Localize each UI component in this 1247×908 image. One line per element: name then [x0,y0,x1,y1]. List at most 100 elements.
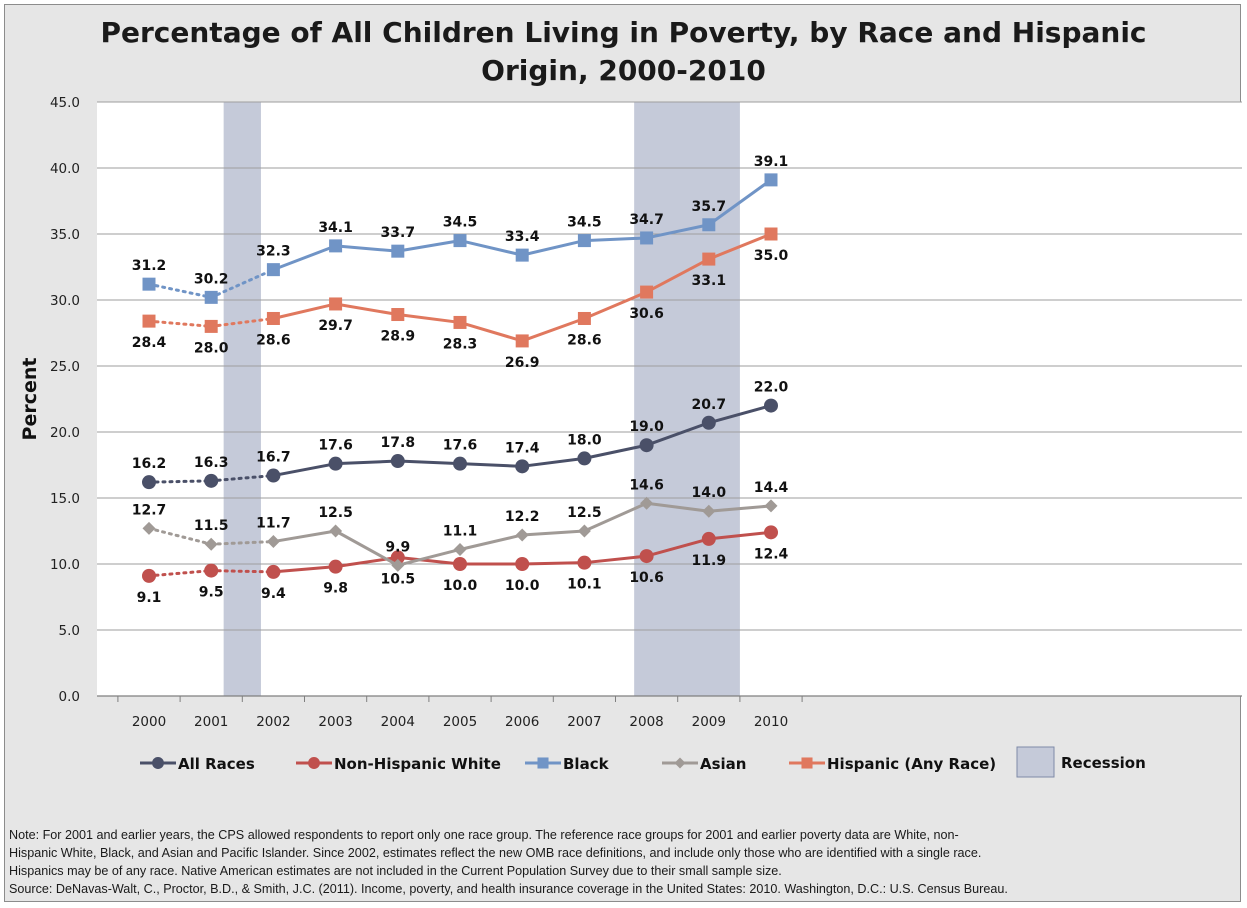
data-point-hispanic-any-race [266,311,280,325]
data-point-asian [142,521,156,535]
data-point-all-races [639,438,654,453]
series-segment [707,178,773,227]
data-label: 19.0 [629,419,664,435]
series-segment [582,290,649,320]
data-labels: 16.2 16.3 16.7 17.6 17.8 17.6 17.4 18.0 19.0 20.7… [132,154,789,606]
y-tick-label: 25.0 [50,359,80,375]
y-tick-label: 15.0 [50,491,80,507]
series-segment [520,561,586,566]
data-label: 34.5 [567,215,602,231]
legend-item-hispanic-any-race: Hispanic (Any Race) [789,755,996,773]
y-tick-label: 20.0 [50,425,80,441]
x-tick-label: 2007 [567,714,601,730]
data-label: 12.2 [505,509,540,525]
recession-band-1 [223,102,261,696]
data-label: 9.1 [137,590,162,606]
series-segment [334,529,400,567]
data-point-non-hispanic-white [515,557,530,571]
data-point-non-hispanic-white [701,531,716,546]
data-point-black [640,231,654,245]
series-segment [645,537,711,558]
data-label: 14.6 [629,477,664,493]
series-segment [396,555,462,566]
data-point-hispanic-any-race [702,252,716,266]
x-tick-label: 2003 [318,714,352,730]
series-segment-dotted [209,540,275,546]
data-label: 12.5 [318,505,353,521]
chart-title-line-2: Origin, 2000-2010 [481,54,766,87]
data-point-non-hispanic-white [266,564,281,579]
data-label: 17.8 [381,435,416,451]
series-segment [271,565,338,574]
data-point-non-hispanic-white [764,525,778,540]
footnote: Note: For 2001 and earlier years, the CP… [9,826,1241,898]
series-segment-dotted [147,479,213,484]
legend-item-black: Black [525,755,610,773]
legend-label: Asian [700,755,746,773]
series-segment-dotted [147,569,213,578]
series-segment [707,530,773,541]
data-point-black [577,234,591,248]
series-segment [645,223,711,240]
data-label: 39.1 [754,154,789,170]
x-tick-label: 2005 [443,714,477,730]
legend-item-all-races: All Races [140,755,255,773]
data-label: 9.8 [323,581,348,597]
legend-marker [152,757,164,769]
series-segment [582,443,649,460]
x-tick-label: 2010 [754,714,788,730]
series-segment [645,501,711,513]
series-segment [520,239,586,257]
data-label: 33.7 [381,225,416,241]
series-black [142,173,778,304]
data-point-asian [515,528,529,542]
data-point-non-hispanic-white [639,549,654,564]
data-label: 34.7 [629,212,664,228]
legend-item-asian: Asian [662,755,746,773]
legend-label: Black [563,755,610,773]
series-segment [645,421,711,447]
series-segment [271,462,338,478]
x-tick-label: 2006 [505,714,539,730]
x-tick-label: 2009 [692,714,726,730]
legend-item-recession: Recession [1016,746,1146,778]
series-segment [707,404,773,425]
series-segment [520,316,586,343]
data-label: 17.6 [443,438,478,454]
data-label: 26.9 [505,355,540,371]
data-label: 28.0 [194,340,229,356]
footnote-line-1: Note: For 2001 and earlier years, the CP… [9,828,959,842]
series-segment [458,533,524,551]
legend-marker [308,757,320,769]
recession-bands [223,102,740,696]
data-point-hispanic-any-race [577,311,591,325]
legend-label: Non-Hispanic White [334,755,501,773]
data-point-all-races [577,451,592,466]
data-label: 14.4 [754,480,789,496]
data-point-all-races [142,475,156,490]
data-label: 11.5 [194,518,229,534]
series-segment [458,239,524,257]
series-segment [271,529,338,544]
legend-swatch [1016,746,1055,778]
data-point-hispanic-any-race [764,227,778,241]
series-segment-dotted [209,316,275,328]
series-hispanic-any-race [142,227,778,348]
data-label: 10.6 [629,570,664,586]
data-point-black [391,244,405,258]
data-label: 32.3 [256,244,291,260]
data-label: 18.0 [567,432,602,448]
series-segment [520,456,586,468]
y-tick-label: 45.0 [50,95,80,111]
data-point-hispanic-any-race [515,334,529,348]
series-segment [582,236,649,243]
series-all-races [142,398,778,490]
data-label: 17.6 [318,438,353,454]
y-tick-label: 5.0 [59,623,80,639]
data-label: 11.7 [256,516,291,532]
data-point-hispanic-any-race [329,297,343,311]
data-label: 34.1 [318,220,353,236]
data-label: 12.7 [132,502,167,518]
data-label: 28.9 [381,329,416,345]
